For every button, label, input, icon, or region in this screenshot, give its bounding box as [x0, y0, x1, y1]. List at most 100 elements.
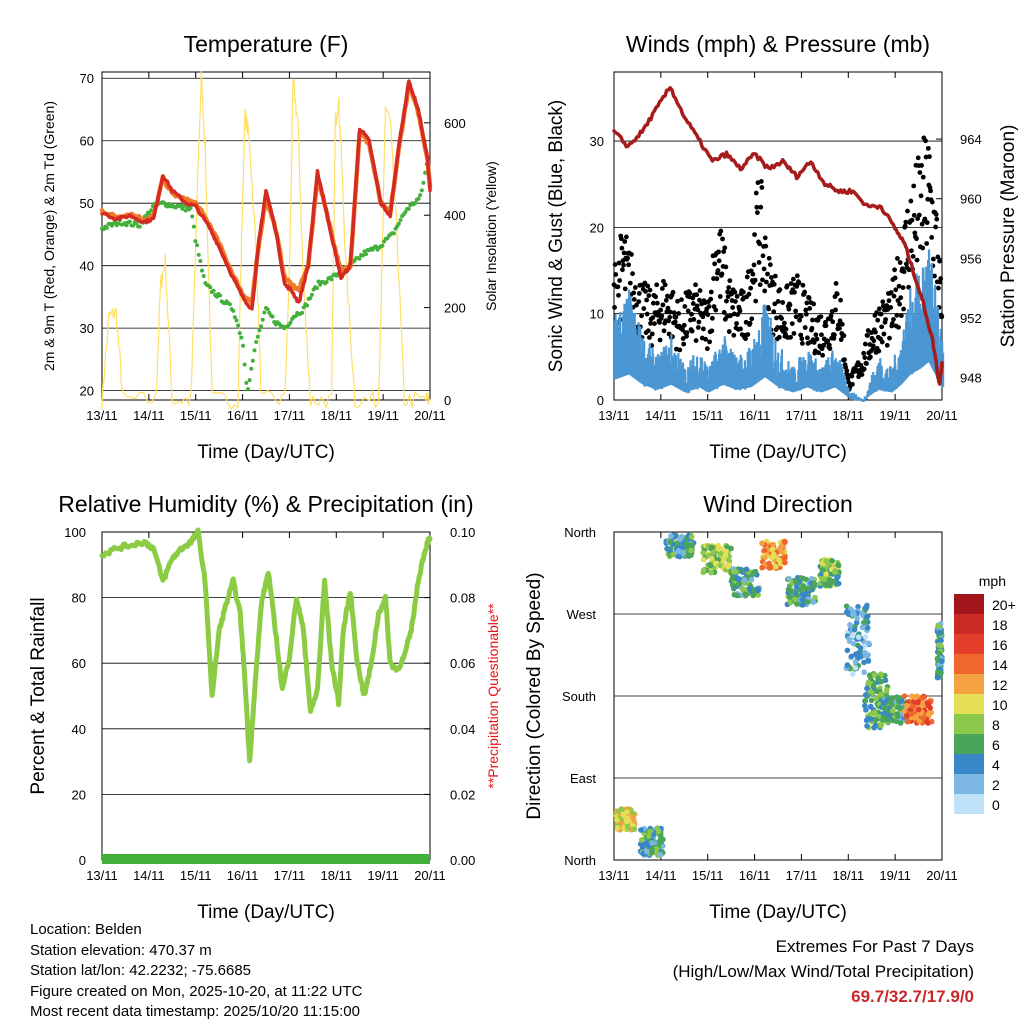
- direction-point: [653, 846, 660, 852]
- gust-point: [799, 340, 805, 346]
- direction-point: [853, 619, 860, 626]
- direction-point: [630, 814, 636, 821]
- direction-point: [818, 575, 825, 581]
- gust-point: [892, 267, 897, 273]
- direction-point: [935, 622, 942, 629]
- direction-point: [752, 568, 759, 575]
- wind-bar: [696, 387, 699, 390]
- wind-bar: [778, 372, 781, 388]
- gust-point: [647, 287, 653, 293]
- gust-point: [645, 328, 651, 334]
- gust-point: [753, 298, 759, 304]
- gust-point: [693, 282, 698, 288]
- gust-point: [765, 271, 770, 277]
- humidity-ylabel: Percent & Total Rainfall: [28, 597, 49, 794]
- gust-point: [641, 306, 647, 311]
- gust-point: [850, 381, 855, 387]
- humidity-y2-tick-label: 0.10: [450, 525, 475, 540]
- gust-point: [622, 286, 628, 292]
- gust-point: [787, 302, 793, 308]
- temperature-x-tick-label: 17/11: [274, 408, 306, 423]
- wind-bar: [799, 388, 802, 391]
- gust-point: [723, 264, 729, 270]
- dewpoint-point: [191, 224, 196, 229]
- elevation-text: Station elevation: 470.37 m: [30, 941, 212, 959]
- gust-point: [721, 310, 727, 315]
- direction-point: [864, 614, 870, 620]
- direction-point: [859, 624, 866, 631]
- dewpoint-point: [190, 214, 195, 219]
- gust-point: [779, 316, 784, 321]
- gust-point: [727, 278, 733, 284]
- winds-xlabel: Time (Day/UTC): [709, 442, 847, 463]
- gust-point: [879, 324, 885, 330]
- speed-legend-swatch: [954, 654, 984, 674]
- wind-bar: [909, 288, 912, 375]
- speed-legend-title: mph: [979, 573, 1006, 589]
- direction-point: [776, 557, 782, 563]
- direction-point: [882, 677, 889, 684]
- wind-bar: [882, 377, 885, 391]
- gust-point: [916, 212, 922, 218]
- direction-point: [782, 555, 788, 561]
- gust-point: [929, 235, 935, 240]
- direction-point: [670, 551, 676, 558]
- gust-point: [654, 300, 660, 306]
- dewpoint-point: [236, 323, 241, 328]
- direction-point: [799, 602, 806, 608]
- humidity-x-tick-label: 16/11: [227, 868, 259, 883]
- relative-humidity-line: [99, 527, 433, 764]
- dewpoint-point: [196, 252, 201, 257]
- direction-point: [849, 632, 856, 639]
- wind-bar: [802, 357, 805, 389]
- gust-point: [627, 280, 633, 286]
- gust-point: [676, 311, 682, 316]
- gust-point: [865, 333, 870, 338]
- wind-bar: [733, 354, 736, 389]
- gust-point: [798, 332, 804, 338]
- speed-legend-label: 10: [992, 697, 1008, 713]
- gust-point: [707, 339, 712, 345]
- dewpoint-point: [245, 387, 250, 392]
- direction-point: [656, 839, 663, 846]
- temperature-title: Temperature (F): [184, 31, 349, 57]
- gust-point: [806, 295, 812, 301]
- gust-point: [708, 296, 714, 302]
- gust-point: [936, 285, 941, 291]
- direction-point: [871, 682, 877, 689]
- gust-point: [625, 255, 630, 261]
- gust-point: [733, 299, 738, 304]
- gust-point: [818, 314, 824, 320]
- direction-point: [734, 576, 741, 582]
- direction-y-tick-label: North: [564, 853, 596, 868]
- direction-point: [871, 672, 878, 678]
- dewpoint-point: [242, 362, 247, 367]
- gust-point: [797, 317, 802, 323]
- gust-point: [911, 183, 917, 189]
- direction-point: [938, 637, 944, 644]
- direction-point: [717, 562, 723, 569]
- gust-point: [695, 307, 701, 313]
- gust-point: [898, 295, 904, 301]
- gust-point: [800, 282, 806, 288]
- direction-point: [868, 716, 875, 722]
- wind-bar: [641, 337, 644, 385]
- direction-point: [848, 653, 855, 660]
- gust-point: [813, 332, 819, 338]
- precipitation-questionable-label: **Precipitation Questionable**: [485, 603, 501, 789]
- precipitation-line: [102, 854, 430, 864]
- direction-point: [800, 575, 807, 582]
- winds-x-tick-label: 13/11: [598, 408, 630, 423]
- gust-point: [743, 319, 749, 325]
- temperature-y2-tick-label: 0: [444, 393, 451, 408]
- dewpoint-point: [360, 253, 365, 258]
- winds-x-tick-label: 15/11: [692, 408, 724, 423]
- wind-bar: [751, 349, 754, 386]
- direction-point: [808, 575, 815, 582]
- gust-point: [826, 342, 832, 348]
- dewpoint-point: [127, 219, 132, 224]
- gust-point: [772, 273, 778, 279]
- speed-legend-label: 2: [992, 777, 1000, 793]
- gust-point: [743, 336, 748, 342]
- wind-bar: [790, 367, 793, 392]
